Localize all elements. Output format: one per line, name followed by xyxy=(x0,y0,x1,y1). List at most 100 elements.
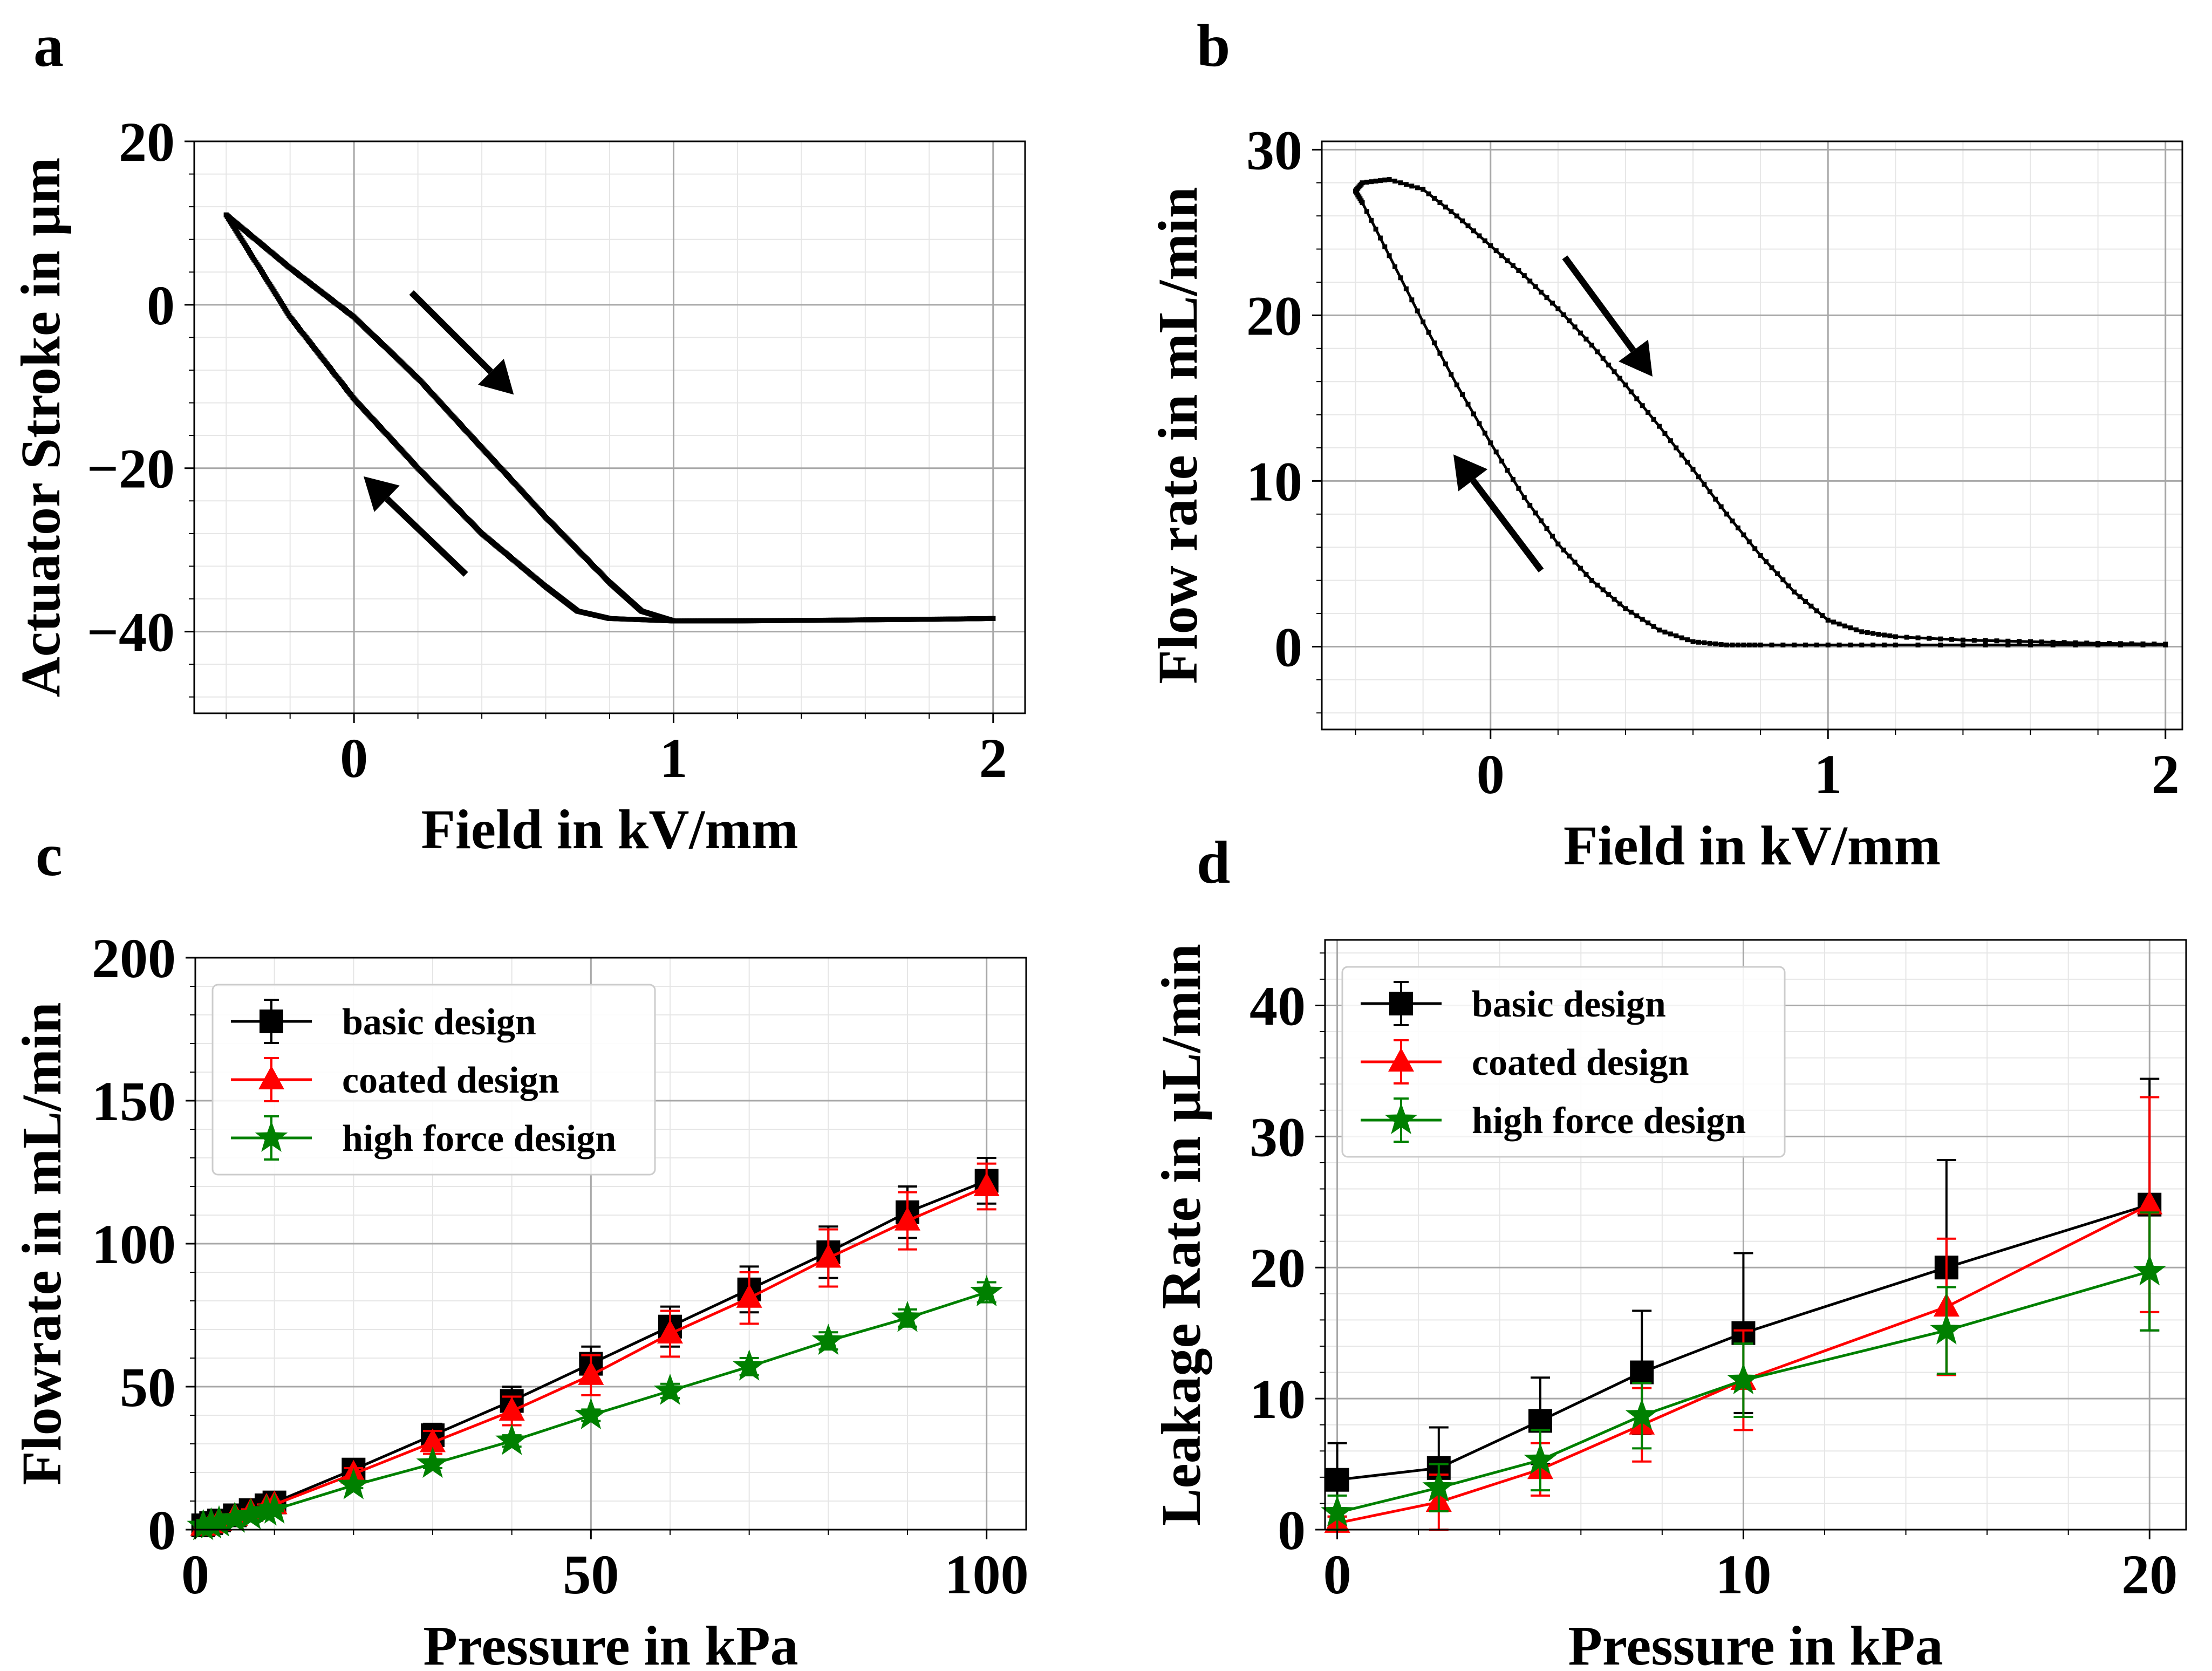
data-point xyxy=(733,1349,766,1381)
data-point xyxy=(1387,253,1392,258)
legend-entry-2: high force design xyxy=(231,1115,616,1161)
data-point xyxy=(1437,200,1443,206)
data-point xyxy=(1630,1360,1654,1384)
data-point xyxy=(1617,376,1623,381)
y-tick-label: −40 xyxy=(87,602,175,664)
legend-marker xyxy=(258,1066,284,1089)
data-point xyxy=(738,618,743,623)
data-point xyxy=(1403,286,1409,291)
data-point xyxy=(1482,238,1487,243)
data-point xyxy=(1634,613,1640,618)
y-axis-label: Flowrate in mL/min xyxy=(11,1002,73,1485)
y-tick-label: 30 xyxy=(1246,119,1302,181)
data-point xyxy=(881,617,886,622)
data-point xyxy=(1994,638,1999,644)
y-tick-label: 50 xyxy=(120,1356,176,1418)
data-point xyxy=(1780,642,1786,647)
data-point xyxy=(972,616,977,622)
legend-label: high force design xyxy=(1472,1100,1746,1142)
data-point xyxy=(1797,594,1803,599)
data-point xyxy=(1696,639,1701,645)
data-point xyxy=(1477,421,1482,426)
data-point xyxy=(1971,638,1977,643)
legend-marker xyxy=(1384,1103,1418,1134)
data-point xyxy=(1510,476,1515,482)
data-point xyxy=(1549,301,1555,306)
x-axis-label: Field in kV/mm xyxy=(421,799,798,861)
x-tick-label: 0 xyxy=(1323,1544,1351,1606)
data-point xyxy=(1625,1398,1658,1430)
data-point xyxy=(708,618,714,624)
y-tick-label: 100 xyxy=(92,1213,176,1276)
data-point xyxy=(969,616,974,622)
data-point xyxy=(943,616,948,622)
data-point xyxy=(988,616,993,621)
data-point xyxy=(961,616,966,622)
data-point xyxy=(1488,440,1493,446)
data-point xyxy=(1409,297,1415,303)
data-point xyxy=(1848,642,1853,647)
legend-entry-0: basic design xyxy=(231,999,536,1044)
data-point xyxy=(1887,633,1893,639)
data-point xyxy=(1431,195,1437,201)
data-point xyxy=(956,616,961,622)
data-point xyxy=(1533,510,1538,516)
data-point xyxy=(1454,382,1459,387)
data-point xyxy=(1595,582,1600,588)
series-1 xyxy=(223,212,996,624)
data-point xyxy=(815,618,820,623)
data-point xyxy=(945,616,951,622)
y-tick-label: 0 xyxy=(1278,1499,1306,1561)
data-point xyxy=(886,617,892,622)
data-point xyxy=(1460,218,1465,223)
data-point xyxy=(1803,599,1808,604)
data-point xyxy=(673,618,679,624)
y-tick-label: 0 xyxy=(147,275,175,337)
data-point xyxy=(218,1501,251,1533)
data-point xyxy=(1477,233,1482,238)
y-axis-label: Flow rate in mL/min xyxy=(1147,187,1209,684)
data-point xyxy=(2061,640,2067,645)
data-point xyxy=(767,618,772,623)
data-point xyxy=(1713,641,1718,646)
data-point xyxy=(772,618,777,623)
legend: basic design coated design high force desi… xyxy=(1341,966,1786,1158)
legend-label: high force design xyxy=(342,1118,616,1160)
data-point xyxy=(860,617,865,623)
arrow-head xyxy=(1453,454,1488,492)
annotation-arrow-1 xyxy=(363,476,468,577)
data-point xyxy=(1555,306,1561,311)
data-point xyxy=(1488,243,1493,248)
data-point xyxy=(884,617,889,622)
y-tick-label: 20 xyxy=(1250,1237,1306,1299)
data-point xyxy=(2163,642,2168,647)
data-point xyxy=(1685,637,1690,643)
data-point xyxy=(1859,642,1865,647)
data-point xyxy=(786,618,791,623)
data-point xyxy=(876,617,882,623)
data-point xyxy=(1904,635,1909,640)
data-point xyxy=(1640,403,1645,408)
data-point xyxy=(740,618,746,623)
data-point xyxy=(798,618,804,623)
data-point xyxy=(753,618,759,623)
data-point xyxy=(844,617,849,623)
data-point xyxy=(1589,578,1594,583)
data-point xyxy=(1690,639,1696,644)
data-point xyxy=(2140,642,2146,647)
data-point xyxy=(1792,642,1797,647)
data-point xyxy=(849,617,855,623)
data-point xyxy=(223,212,229,217)
arrow-head xyxy=(1619,339,1653,377)
data-point xyxy=(1679,635,1684,640)
data-point xyxy=(991,616,996,621)
legend-label: coated design xyxy=(1472,1042,1689,1083)
data-point xyxy=(1881,642,1887,647)
data-point xyxy=(1707,640,1712,646)
y-tick-label: 0 xyxy=(1274,616,1302,678)
data-point xyxy=(966,616,972,622)
data-point xyxy=(1713,496,1718,502)
data-point xyxy=(337,1468,370,1499)
data-point xyxy=(916,617,921,622)
data-point xyxy=(1321,1495,1354,1527)
